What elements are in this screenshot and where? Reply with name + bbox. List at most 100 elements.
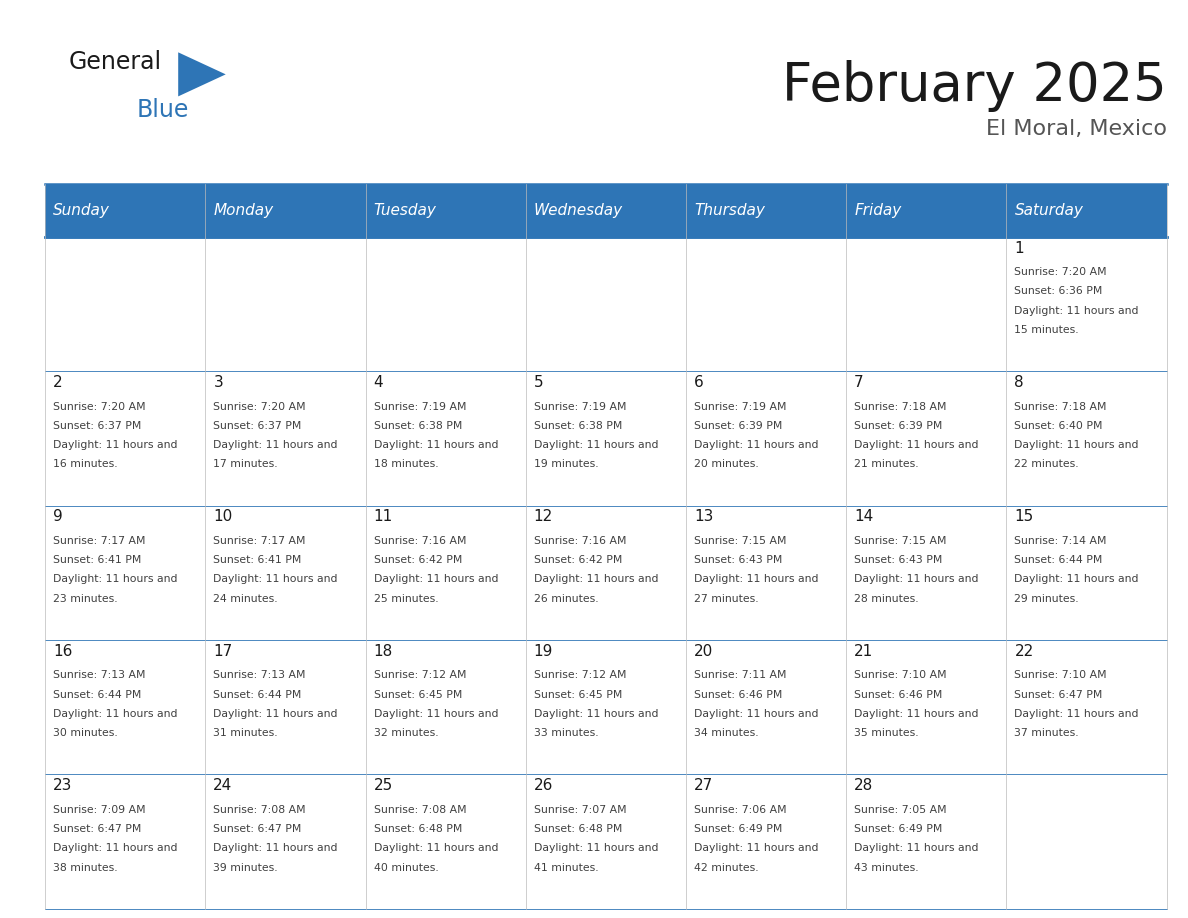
Text: 26 minutes.: 26 minutes.: [533, 594, 599, 604]
Text: Daylight: 11 hours and: Daylight: 11 hours and: [214, 440, 337, 450]
Text: Sunset: 6:44 PM: Sunset: 6:44 PM: [53, 689, 141, 700]
Text: Sunday: Sunday: [53, 203, 110, 218]
Text: 25 minutes.: 25 minutes.: [373, 594, 438, 604]
Text: Sunset: 6:40 PM: Sunset: 6:40 PM: [1015, 420, 1102, 431]
Text: 19 minutes.: 19 minutes.: [533, 459, 599, 469]
Text: Sunset: 6:48 PM: Sunset: 6:48 PM: [533, 824, 623, 834]
Text: Sunrise: 7:15 AM: Sunrise: 7:15 AM: [854, 536, 947, 546]
Text: Sunrise: 7:10 AM: Sunrise: 7:10 AM: [854, 670, 947, 680]
Bar: [685, 640, 846, 775]
Text: Daylight: 11 hours and: Daylight: 11 hours and: [854, 575, 979, 585]
Polygon shape: [178, 52, 226, 96]
Text: 35 minutes.: 35 minutes.: [854, 728, 918, 738]
Text: 43 minutes.: 43 minutes.: [854, 863, 918, 872]
Bar: [206, 371, 366, 506]
Bar: [1006, 775, 1167, 909]
Text: 21: 21: [854, 644, 873, 659]
Text: Sunset: 6:41 PM: Sunset: 6:41 PM: [214, 555, 302, 565]
Bar: [526, 775, 685, 909]
Text: Sunrise: 7:13 AM: Sunrise: 7:13 AM: [214, 670, 305, 680]
Bar: [846, 184, 1006, 237]
Text: Sunset: 6:49 PM: Sunset: 6:49 PM: [694, 824, 783, 834]
Bar: [366, 237, 526, 371]
Text: 2: 2: [53, 375, 63, 390]
Bar: [206, 237, 366, 371]
Bar: [366, 640, 526, 775]
Text: 39 minutes.: 39 minutes.: [214, 863, 278, 872]
Bar: [366, 775, 526, 909]
Bar: [206, 506, 366, 640]
Bar: [526, 506, 685, 640]
Text: Sunrise: 7:17 AM: Sunrise: 7:17 AM: [214, 536, 305, 546]
Text: 29 minutes.: 29 minutes.: [1015, 594, 1079, 604]
Text: Sunset: 6:37 PM: Sunset: 6:37 PM: [53, 420, 141, 431]
Text: 5: 5: [533, 375, 543, 390]
Bar: [206, 640, 366, 775]
Text: 8: 8: [1015, 375, 1024, 390]
Text: Daylight: 11 hours and: Daylight: 11 hours and: [53, 709, 178, 719]
Text: 22: 22: [1015, 644, 1034, 659]
Text: 32 minutes.: 32 minutes.: [373, 728, 438, 738]
Text: Tuesday: Tuesday: [373, 203, 436, 218]
Text: 1: 1: [1015, 241, 1024, 255]
Text: Sunrise: 7:10 AM: Sunrise: 7:10 AM: [1015, 670, 1107, 680]
Text: Sunrise: 7:16 AM: Sunrise: 7:16 AM: [373, 536, 466, 546]
Bar: [526, 237, 685, 371]
Text: Daylight: 11 hours and: Daylight: 11 hours and: [53, 575, 178, 585]
Text: 40 minutes.: 40 minutes.: [373, 863, 438, 872]
Text: Sunrise: 7:18 AM: Sunrise: 7:18 AM: [854, 401, 947, 411]
Text: Sunrise: 7:20 AM: Sunrise: 7:20 AM: [53, 401, 146, 411]
Text: Sunset: 6:44 PM: Sunset: 6:44 PM: [1015, 555, 1102, 565]
Text: Sunrise: 7:18 AM: Sunrise: 7:18 AM: [1015, 401, 1107, 411]
Bar: [526, 184, 685, 237]
Text: Daylight: 11 hours and: Daylight: 11 hours and: [854, 844, 979, 853]
Bar: [1006, 184, 1167, 237]
Text: Sunrise: 7:13 AM: Sunrise: 7:13 AM: [53, 670, 146, 680]
Text: 9: 9: [53, 509, 63, 524]
Text: Sunset: 6:39 PM: Sunset: 6:39 PM: [694, 420, 783, 431]
Text: 33 minutes.: 33 minutes.: [533, 728, 599, 738]
Bar: [1006, 506, 1167, 640]
Text: Sunrise: 7:08 AM: Sunrise: 7:08 AM: [214, 805, 307, 814]
Text: Daylight: 11 hours and: Daylight: 11 hours and: [373, 440, 498, 450]
Text: Sunset: 6:36 PM: Sunset: 6:36 PM: [1015, 286, 1102, 297]
Text: Thursday: Thursday: [694, 203, 765, 218]
Text: Sunrise: 7:16 AM: Sunrise: 7:16 AM: [533, 536, 626, 546]
Text: February 2025: February 2025: [782, 60, 1167, 112]
Text: 23: 23: [53, 778, 72, 793]
Bar: [685, 371, 846, 506]
Bar: [45, 184, 206, 237]
Text: Sunrise: 7:05 AM: Sunrise: 7:05 AM: [854, 805, 947, 814]
Text: 4: 4: [373, 375, 384, 390]
Bar: [846, 640, 1006, 775]
Text: 17 minutes.: 17 minutes.: [214, 459, 278, 469]
Text: Sunset: 6:48 PM: Sunset: 6:48 PM: [373, 824, 462, 834]
Bar: [846, 775, 1006, 909]
Text: Sunset: 6:44 PM: Sunset: 6:44 PM: [214, 689, 302, 700]
Bar: [206, 775, 366, 909]
Text: Sunset: 6:45 PM: Sunset: 6:45 PM: [533, 689, 623, 700]
Text: 11: 11: [373, 509, 393, 524]
Bar: [45, 640, 206, 775]
Text: 16: 16: [53, 644, 72, 659]
Text: 24: 24: [214, 778, 233, 793]
Text: Daylight: 11 hours and: Daylight: 11 hours and: [53, 440, 178, 450]
Text: 23 minutes.: 23 minutes.: [53, 594, 118, 604]
Text: Sunset: 6:38 PM: Sunset: 6:38 PM: [373, 420, 462, 431]
Text: Daylight: 11 hours and: Daylight: 11 hours and: [1015, 575, 1139, 585]
Text: Saturday: Saturday: [1015, 203, 1083, 218]
Text: 27 minutes.: 27 minutes.: [694, 594, 759, 604]
Text: 25: 25: [373, 778, 393, 793]
Text: Daylight: 11 hours and: Daylight: 11 hours and: [1015, 440, 1139, 450]
Text: 31 minutes.: 31 minutes.: [214, 728, 278, 738]
Text: 15 minutes.: 15 minutes.: [1015, 325, 1079, 335]
Text: 27: 27: [694, 778, 713, 793]
Text: Daylight: 11 hours and: Daylight: 11 hours and: [854, 709, 979, 719]
Text: Sunrise: 7:11 AM: Sunrise: 7:11 AM: [694, 670, 786, 680]
Text: Sunset: 6:39 PM: Sunset: 6:39 PM: [854, 420, 942, 431]
Bar: [366, 184, 526, 237]
Bar: [1006, 237, 1167, 371]
Text: 6: 6: [694, 375, 703, 390]
Text: 30 minutes.: 30 minutes.: [53, 728, 118, 738]
Text: Sunset: 6:42 PM: Sunset: 6:42 PM: [533, 555, 623, 565]
